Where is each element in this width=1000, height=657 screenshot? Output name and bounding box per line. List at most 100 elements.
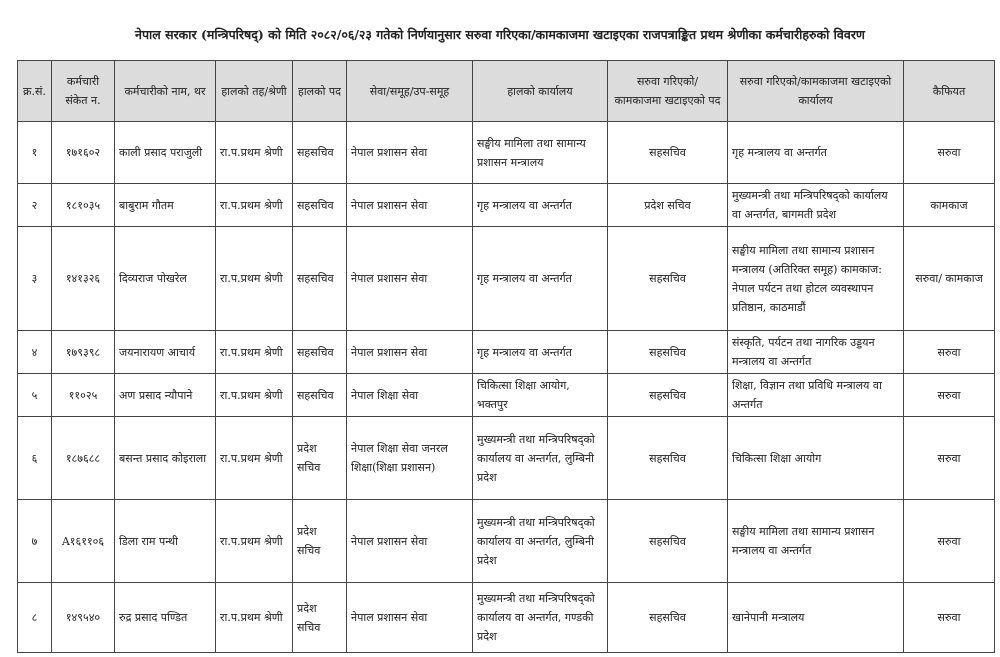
service-group-cell: नेपाल प्रशासन सेवा [346, 183, 473, 227]
employee-code-cell: A१६११०६ [51, 499, 115, 583]
current-post-cell: प्रदेश सचिव [292, 499, 347, 583]
new-post-cell: सहसचिव [607, 330, 728, 374]
current-post-cell: सहसचिव [292, 121, 347, 184]
new-office-cell: चिकित्सा शिक्षा आयोग [727, 416, 904, 500]
serial-number-cell: ७ [17, 499, 52, 583]
serial-number-cell: ४ [17, 330, 52, 374]
current-office-cell: चिकित्सा शिक्षा आयोग, भक्तपुर [472, 373, 608, 417]
service-group-cell: नेपाल प्रशासन सेवा [346, 582, 473, 653]
current-level-cell: रा.प.प्रथम श्रेणी [215, 416, 293, 500]
table-row: ३ १४१३२६ दिव्यराज पोखरेल रा.प.प्रथम श्रेणी स… [17, 226, 995, 331]
remarks-cell: कामकाज [903, 183, 995, 227]
current-post-cell: प्रदेश सचिव [292, 582, 347, 653]
service-group-cell: नेपाल प्रशासन सेवा [346, 499, 473, 583]
document-title: नेपाल सरकार (मन्त्रिपरिषद्) को मिति २०८२… [135, 27, 865, 42]
current-office-cell: गृह मन्त्रालय वा अन्तर्गत [472, 183, 608, 227]
remarks-cell: सरुवा [903, 416, 995, 500]
column-header-service-group: सेवा/समूह/उप-समूह [346, 60, 473, 122]
serial-number-cell: ५ [17, 373, 52, 417]
employee-code-cell: १८१०३५ [51, 183, 115, 227]
serial-number-cell: २ [17, 183, 52, 227]
current-post-cell: सहसचिव [292, 183, 347, 227]
table-row: २ १८१०३५ बाबुराम गौतम रा.प.प्रथम श्रेणी सहसच… [17, 183, 995, 227]
current-post-cell: सहसचिव [292, 226, 347, 331]
table-row: ६ १८७६८८ बसन्त प्रसाद कोइराला रा.प.प्रथम श्… [17, 416, 995, 500]
employee-name-cell: रुद्र प्रसाद पण्डित [114, 582, 216, 653]
employee-code-cell: ११०२५ [51, 373, 115, 417]
current-level-cell: रा.प.प्रथम श्रेणी [215, 582, 293, 653]
new-office-cell: सङ्घीय मामिला तथा सामान्य प्रशासन मन्त्र… [727, 499, 904, 583]
column-header-current-post: हालको पद [292, 60, 347, 122]
employee-name-cell: अण प्रसाद न्यौपाने [114, 373, 216, 417]
employee-name-cell: काली प्रसाद पराजुली [114, 121, 216, 184]
current-level-cell: रा.प.प्रथम श्रेणी [215, 226, 293, 331]
column-header-employee-code: कर्मचारी संकेत न. [51, 60, 115, 122]
employee-code-cell: १८७६८८ [51, 416, 115, 500]
new-post-cell: सहसचिव [607, 373, 728, 417]
new-office-cell: शिक्षा, विज्ञान तथा प्रविधि मन्त्रालय वा… [727, 373, 904, 417]
employee-code-cell: १४१३२६ [51, 226, 115, 331]
current-level-cell: रा.प.प्रथम श्रेणी [215, 499, 293, 583]
column-header-employee-name: कर्मचारीको नाम, थर [114, 60, 216, 122]
table-row: ७ A१६११०६ डिला राम पन्थी रा.प.प्रथम श्रेणी प… [17, 499, 995, 583]
current-level-cell: रा.प.प्रथम श्रेणी [215, 183, 293, 227]
serial-number-cell: ६ [17, 416, 52, 500]
service-group-cell: नेपाल प्रशासन सेवा [346, 330, 473, 374]
current-post-cell: सहसचिव [292, 330, 347, 374]
employee-transfer-table: क्र.सं. कर्मचारी संकेत न. कर्मचारीको नाम, … [17, 60, 995, 653]
employee-code-cell: १४९५४० [51, 582, 115, 653]
new-post-cell: प्रदेश सचिव [607, 183, 728, 227]
current-office-cell: सङ्घीय मामिला तथा सामान्य प्रशासन मन्त्र… [472, 121, 608, 184]
serial-number-cell: ८ [17, 582, 52, 653]
new-office-cell: गृह मन्त्रालय वा अन्तर्गत [727, 121, 904, 184]
current-office-cell: गृह मन्त्रालय वा अन्तर्गत [472, 226, 608, 331]
new-post-cell: सहसचिव [607, 582, 728, 653]
table-row: ४ १७९३९८ जयनारायण आचार्य रा.प.प्रथम श्रेणी स… [17, 330, 995, 374]
column-header-current-office: हालको कार्यालय [472, 60, 608, 122]
current-level-cell: रा.प.प्रथम श्रेणी [215, 373, 293, 417]
service-group-cell: नेपाल शिक्षा सेवा [346, 373, 473, 417]
table-row: ५ ११०२५ अण प्रसाद न्यौपाने रा.प.प्रथम श्रेण… [17, 373, 995, 417]
new-office-cell: सङ्घीय मामिला तथा सामान्य प्रशासन मन्त्र… [727, 226, 904, 331]
serial-number-cell: ३ [17, 226, 52, 331]
employee-name-cell: जयनारायण आचार्य [114, 330, 216, 374]
new-post-cell: सहसचिव [607, 416, 728, 500]
remarks-cell: सरुवा [903, 582, 995, 653]
remarks-cell: सरुवा/ कामकाज [903, 226, 995, 331]
header-row: क्र.सं. कर्मचारी संकेत न. कर्मचारीको नाम, … [17, 60, 995, 122]
employee-code-cell: १७९३९८ [51, 330, 115, 374]
current-office-cell: मुख्यमन्त्री तथा मन्त्रिपरिषद्को कार्याल… [472, 416, 608, 500]
remarks-cell: सरुवा [903, 373, 995, 417]
employee-name-cell: बाबुराम गौतम [114, 183, 216, 227]
current-post-cell: प्रदेश सचिव [292, 416, 347, 500]
employee-name-cell: डिला राम पन्थी [114, 499, 216, 583]
employee-name-cell: दिव्यराज पोखरेल [114, 226, 216, 331]
current-office-cell: मुख्यमन्त्री तथा मन्त्रिपरिषद्को कार्याल… [472, 499, 608, 583]
current-level-cell: रा.प.प्रथम श्रेणी [215, 330, 293, 374]
remarks-cell: सरुवा [903, 121, 995, 184]
new-office-cell: संस्कृति, पर्यटन तथा नागरिक उड्डयन मन्त्… [727, 330, 904, 374]
new-post-cell: सहसचिव [607, 121, 728, 184]
column-header-serial-number: क्र.सं. [17, 60, 52, 122]
service-group-cell: नेपाल प्रशासन सेवा [346, 226, 473, 331]
serial-number-cell: १ [17, 121, 52, 184]
current-post-cell: सहसचिव [292, 373, 347, 417]
current-office-cell: मुख्यमन्त्री तथा मन्त्रिपरिषद्को कार्याल… [472, 582, 608, 653]
table-row: ८ १४९५४० रुद्र प्रसाद पण्डित रा.प.प्रथम श्र… [17, 582, 995, 653]
new-office-cell: खानेपानी मन्त्रालय [727, 582, 904, 653]
column-header-remarks: कैफियत [903, 60, 995, 122]
remarks-cell: सरुवा [903, 499, 995, 583]
column-header-new-office: सरुवा गरिएको/कामकाजमा खटाइएको कार्यालय [727, 60, 904, 122]
new-post-cell: सहसचिव [607, 499, 728, 583]
column-header-current-level: हालको तह/श्रेणी [215, 60, 293, 122]
current-level-cell: रा.प.प्रथम श्रेणी [215, 121, 293, 184]
current-office-cell: गृह मन्त्रालय वा अन्तर्गत [472, 330, 608, 374]
new-office-cell: मुख्यमन्त्री तथा मन्त्रिपरिषद्को कार्याल… [727, 183, 904, 227]
new-post-cell: सहसचिव [607, 226, 728, 331]
employee-code-cell: १७१६०२ [51, 121, 115, 184]
service-group-cell: नेपाल प्रशासन सेवा [346, 121, 473, 184]
employee-name-cell: बसन्त प्रसाद कोइराला [114, 416, 216, 500]
table-row: १ १७१६०२ काली प्रसाद पराजुली रा.प.प्रथम श्र… [17, 121, 995, 184]
column-header-new-post: सरुवा गरिएको/ कामकाजमा खटाइएको पद [607, 60, 728, 122]
service-group-cell: नेपाल शिक्षा सेवा जनरल शिक्षा(शिक्षा प्र… [346, 416, 473, 500]
